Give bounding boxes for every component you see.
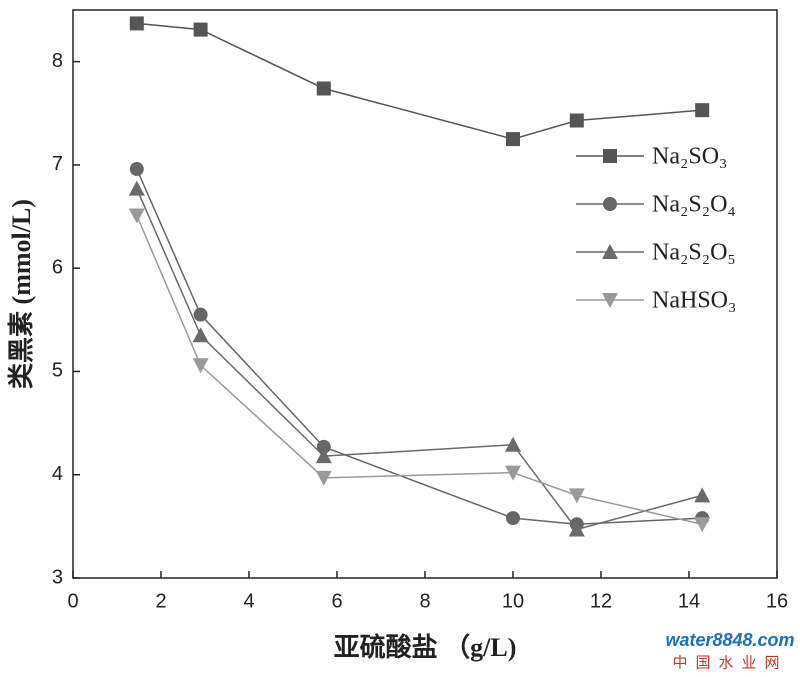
marker <box>128 180 145 196</box>
marker <box>192 358 209 374</box>
x-tick-label: 12 <box>590 590 612 612</box>
x-axis-label: 亚硫酸盐 （g/L) <box>334 632 517 662</box>
x-tick-label: 10 <box>502 590 524 612</box>
x-tick-label: 0 <box>67 590 78 612</box>
marker <box>506 511 520 526</box>
marker <box>694 517 711 533</box>
y-tick-label: 4 <box>52 463 63 485</box>
marker <box>192 327 209 343</box>
legend-label: NaHSO₃ <box>652 288 736 314</box>
marker <box>603 197 617 211</box>
y-tick-label: 8 <box>52 50 63 72</box>
marker <box>315 448 332 464</box>
legend-label: Na₂S₂O₄ <box>652 192 736 218</box>
marker <box>128 208 145 224</box>
marker <box>193 22 208 37</box>
marker <box>603 149 617 163</box>
marker <box>602 244 618 259</box>
marker <box>505 465 521 481</box>
marker <box>602 293 618 308</box>
marker <box>129 162 144 177</box>
y-tick-label: 6 <box>52 256 63 278</box>
marker <box>569 113 584 128</box>
marker <box>506 132 520 147</box>
series-line <box>136 168 703 526</box>
x-tick-label: 6 <box>331 590 342 612</box>
marker <box>694 487 711 503</box>
x-tick-label: 14 <box>678 590 700 612</box>
marker <box>505 436 521 452</box>
marker <box>316 81 331 96</box>
x-tick-label: 4 <box>243 590 254 612</box>
series-line <box>136 188 703 531</box>
x-tick-label: 16 <box>766 590 788 612</box>
legend-label: Na₂SO₃ <box>652 144 727 170</box>
x-tick-label: 2 <box>155 590 166 612</box>
x-tick-label: 8 <box>419 590 430 612</box>
watermark-sub: 中国水业网 <box>672 654 787 672</box>
marker <box>316 439 331 454</box>
series-line <box>136 22 703 140</box>
y-axis-label: 类黑素 (mmol/L) <box>7 199 36 389</box>
marker <box>568 488 585 504</box>
marker <box>315 470 332 486</box>
marker <box>695 103 710 118</box>
marker <box>568 521 585 537</box>
y-tick-label: 5 <box>52 360 63 382</box>
series-line <box>136 215 703 526</box>
marker <box>129 16 144 31</box>
legend-label: Na₂S₂O₅ <box>652 240 736 266</box>
watermark: water8848.com <box>665 630 794 650</box>
marker <box>193 307 208 322</box>
y-tick-label: 3 <box>52 566 63 588</box>
y-tick-label: 7 <box>52 153 63 175</box>
